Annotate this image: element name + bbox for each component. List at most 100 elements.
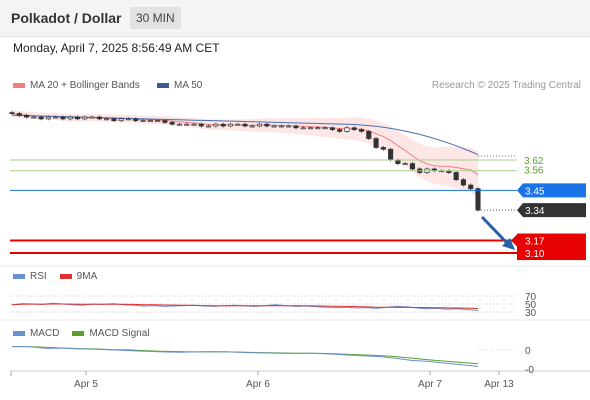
candle xyxy=(74,116,81,120)
candle xyxy=(191,123,197,126)
macd-level-label: 0 xyxy=(525,346,531,357)
candle xyxy=(329,127,335,130)
price-tag-334: 3.34 xyxy=(525,206,545,217)
candle xyxy=(213,123,219,127)
candle xyxy=(315,127,321,130)
candle xyxy=(475,188,481,211)
candle xyxy=(118,118,124,121)
candle xyxy=(24,114,30,118)
candle xyxy=(198,123,204,127)
rsi-ma-line xyxy=(11,303,479,309)
candle xyxy=(38,116,44,120)
candle xyxy=(380,147,386,150)
candle xyxy=(140,120,146,122)
timeframe-badge[interactable]: 30 MIN xyxy=(130,7,181,29)
macd-line xyxy=(12,346,479,367)
chart-header: Polkadot / Dollar 30 MIN xyxy=(0,0,590,37)
candle xyxy=(293,125,299,129)
candle xyxy=(358,129,365,132)
forecast-arrow-head xyxy=(502,238,515,250)
candle xyxy=(89,116,95,119)
x-tick-label: Apr 7 xyxy=(418,379,442,390)
target-tag-pointer xyxy=(511,234,517,247)
candle xyxy=(82,116,88,120)
candle xyxy=(206,125,212,128)
legend-ma50: MA 50 xyxy=(157,80,202,91)
x-tick-label: Apr 13 xyxy=(484,379,514,390)
bollinger-swatch xyxy=(13,83,25,88)
candle xyxy=(9,112,15,114)
candle xyxy=(60,116,66,120)
price-tag-345: 3.45 xyxy=(525,186,545,197)
legend-bollinger: MA 20 + Bollinger Bands xyxy=(13,80,140,91)
candle xyxy=(307,127,314,130)
legend-rsi-ma-label: 9MA xyxy=(76,271,98,282)
legend-rsi: RSI 9MA xyxy=(13,271,97,282)
candle xyxy=(300,127,306,130)
candle xyxy=(322,127,328,130)
x-tick-label: Apr 6 xyxy=(246,379,270,390)
candle xyxy=(344,127,350,132)
legend-rsi-label: RSI xyxy=(30,271,47,282)
candle xyxy=(366,131,372,139)
candle xyxy=(111,118,117,121)
instrument-title: Polkadot / Dollar xyxy=(11,10,122,26)
legend-ma50-label: MA 50 xyxy=(174,80,203,91)
candle xyxy=(402,163,408,165)
candle xyxy=(409,163,416,170)
candle xyxy=(278,125,284,128)
level-label-356: 3.56 xyxy=(524,166,544,177)
forecast-arrow xyxy=(480,215,509,245)
candle xyxy=(53,116,59,119)
candle xyxy=(271,125,277,128)
candle xyxy=(133,118,139,121)
research-credit: Research © 2025 Trading Central xyxy=(431,80,581,91)
candle xyxy=(286,125,292,128)
candle xyxy=(468,184,474,189)
candle xyxy=(257,123,263,127)
legend-macd: MACD MACD Signal xyxy=(13,328,149,339)
candle xyxy=(104,118,110,121)
macd-level-label: -0 xyxy=(525,365,534,376)
candle xyxy=(235,123,241,126)
chart-timestamp: Monday, April 7, 2025 8:56:49 AM CET xyxy=(13,41,220,55)
candle xyxy=(176,123,183,126)
candle xyxy=(351,127,357,130)
candle xyxy=(453,172,459,181)
candle xyxy=(227,123,233,127)
candle xyxy=(242,123,248,127)
macd-swatch xyxy=(13,331,25,336)
candle xyxy=(184,123,190,126)
ma50-swatch xyxy=(157,83,169,88)
candle xyxy=(31,116,37,119)
candle xyxy=(249,125,255,128)
candle xyxy=(337,129,343,132)
legend-macd-signal-label: MACD Signal xyxy=(89,328,150,339)
candle xyxy=(388,148,394,161)
candle xyxy=(169,122,175,125)
price-tag-334-bg xyxy=(517,203,586,218)
macd-signal-swatch xyxy=(72,331,85,336)
candle xyxy=(460,179,466,186)
level-label-362: 3.62 xyxy=(524,156,544,167)
candle xyxy=(96,116,102,120)
rsi-level-label: 30 xyxy=(525,308,537,319)
rsi-swatch xyxy=(13,274,25,279)
price-tag-310: 3.10 xyxy=(525,249,545,260)
rsi-level-label: 50 xyxy=(525,300,537,311)
candle xyxy=(16,113,22,116)
price-tag-345-bg xyxy=(517,183,586,198)
candle xyxy=(125,118,132,121)
legend-bollinger-label: MA 20 + Bollinger Bands xyxy=(30,80,140,91)
price-tag-317: 3.17 xyxy=(525,237,545,248)
rsi-level-label: 70 xyxy=(525,292,537,303)
candle xyxy=(395,159,401,164)
candle xyxy=(220,123,226,127)
candle xyxy=(162,120,168,123)
candle xyxy=(147,120,153,122)
rsi-ma-swatch xyxy=(59,274,72,279)
candle xyxy=(373,138,379,148)
candle xyxy=(67,116,73,120)
target-zone-bg xyxy=(517,233,586,261)
